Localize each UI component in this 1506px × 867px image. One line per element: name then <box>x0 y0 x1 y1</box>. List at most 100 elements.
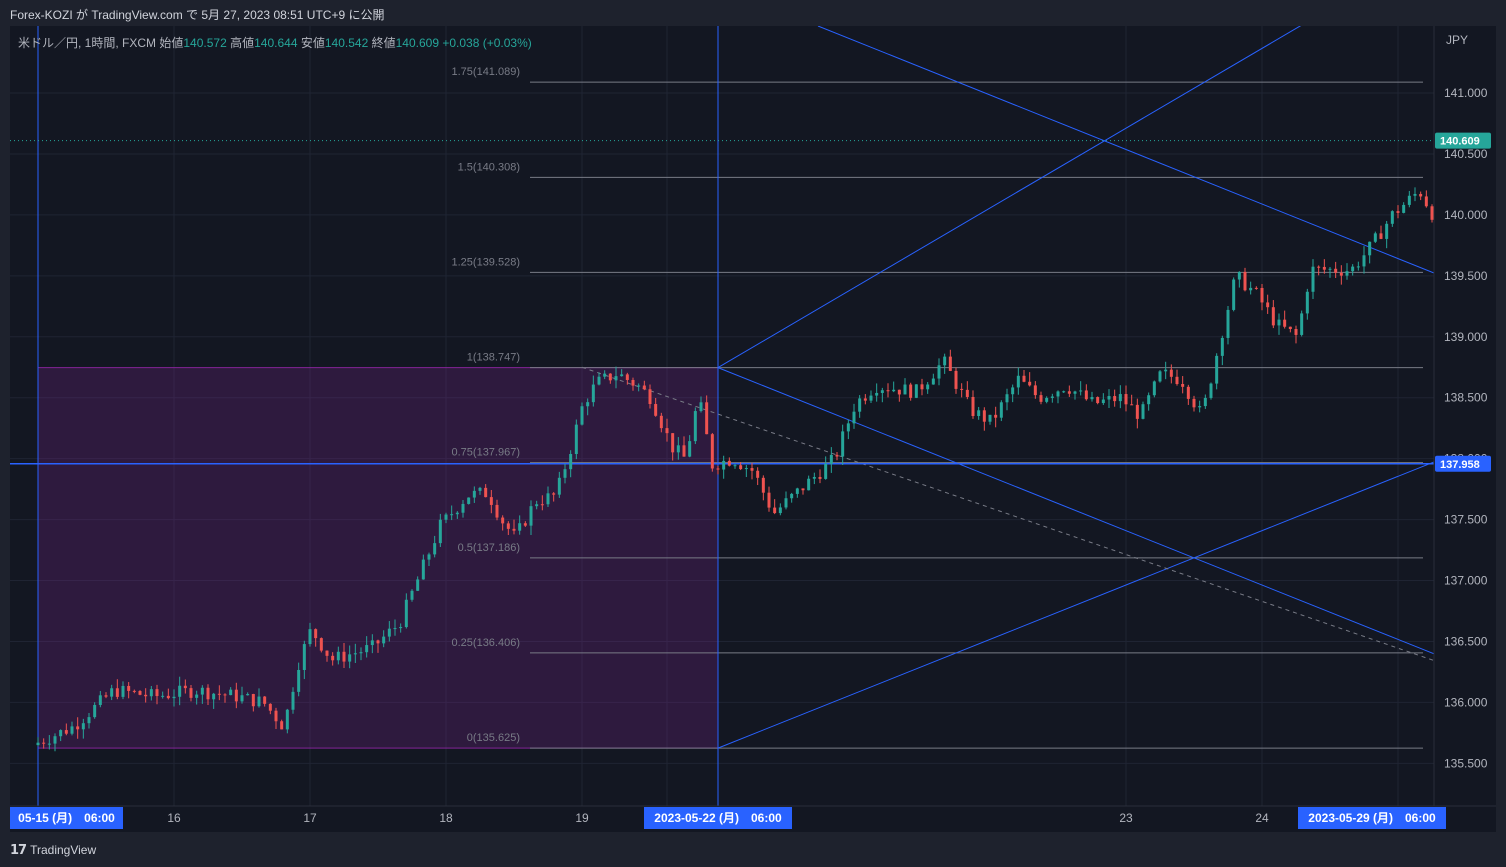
candle-body[interactable] <box>954 370 958 389</box>
candle-body[interactable] <box>790 493 794 499</box>
candle-body[interactable] <box>370 640 374 646</box>
candle-body[interactable] <box>988 414 992 422</box>
candle-body[interactable] <box>835 454 839 457</box>
candle-body[interactable] <box>212 693 216 700</box>
candle-body[interactable] <box>688 441 692 457</box>
candle-body[interactable] <box>1424 196 1428 207</box>
candle-body[interactable] <box>642 385 646 390</box>
candle-body[interactable] <box>1356 266 1360 268</box>
candle-body[interactable] <box>705 402 709 435</box>
candle-body[interactable] <box>631 379 635 386</box>
candle-body[interactable] <box>1022 375 1026 382</box>
candle-body[interactable] <box>1016 375 1020 388</box>
candle-body[interactable] <box>280 721 284 730</box>
candle-body[interactable] <box>733 465 737 467</box>
candle-body[interactable] <box>87 717 91 724</box>
candle-body[interactable] <box>603 373 607 377</box>
candle-body[interactable] <box>138 691 142 695</box>
candle-body[interactable] <box>931 378 935 385</box>
candle-body[interactable] <box>1266 302 1270 308</box>
candle-body[interactable] <box>880 390 884 393</box>
chart-svg[interactable]: 0(135.625) 0.25(136.406) 0.5(137.186) 0.75(… <box>10 26 1496 832</box>
candle-body[interactable] <box>1073 391 1077 394</box>
candle-body[interactable] <box>1232 279 1236 310</box>
candle-body[interactable] <box>308 629 312 645</box>
candle-body[interactable] <box>608 373 612 381</box>
candle-body[interactable] <box>620 374 624 377</box>
candle-body[interactable] <box>1050 396 1054 398</box>
candle-body[interactable] <box>484 487 488 498</box>
price-axis[interactable] <box>1434 26 1496 806</box>
candle-body[interactable] <box>994 414 998 418</box>
candle-body[interactable] <box>892 389 896 392</box>
candle-body[interactable] <box>1419 193 1423 197</box>
candle-body[interactable] <box>693 411 697 442</box>
candle-body[interactable] <box>1300 313 1304 335</box>
candle-body[interactable] <box>127 685 131 691</box>
candle-body[interactable] <box>47 743 51 745</box>
candle-body[interactable] <box>444 514 448 520</box>
candle-body[interactable] <box>1345 271 1349 276</box>
candle-body[interactable] <box>1198 406 1202 408</box>
candle-body[interactable] <box>1056 391 1060 397</box>
candle-body[interactable] <box>467 497 471 504</box>
candle-body[interactable] <box>682 445 686 457</box>
candle-body[interactable] <box>348 654 352 662</box>
candle-body[interactable] <box>285 709 289 730</box>
candle-body[interactable] <box>166 695 170 699</box>
candle-body[interactable] <box>336 651 340 661</box>
candle-body[interactable] <box>1090 397 1094 400</box>
candle-body[interactable] <box>1152 381 1156 396</box>
candle-body[interactable] <box>1158 371 1162 382</box>
candle-body[interactable] <box>982 410 986 422</box>
candle-body[interactable] <box>1045 397 1049 402</box>
candle-body[interactable] <box>999 402 1003 418</box>
candle-body[interactable] <box>557 477 561 495</box>
candle-body[interactable] <box>478 487 482 491</box>
candle-body[interactable] <box>229 689 233 696</box>
candle-body[interactable] <box>761 477 765 493</box>
candle-body[interactable] <box>841 431 845 457</box>
candle-body[interactable] <box>172 696 176 699</box>
candle-body[interactable] <box>1237 271 1241 280</box>
candle-body[interactable] <box>404 599 408 628</box>
candle-body[interactable] <box>240 695 244 702</box>
candle-body[interactable] <box>597 376 601 385</box>
candle-body[interactable] <box>914 384 918 398</box>
candle-body[interactable] <box>1186 386 1190 399</box>
candle-body[interactable] <box>161 695 165 697</box>
candle-body[interactable] <box>1407 195 1411 205</box>
candle-body[interactable] <box>801 488 805 491</box>
candle-body[interactable] <box>42 742 46 744</box>
candle-body[interactable] <box>234 689 238 702</box>
candle-body[interactable] <box>943 356 947 366</box>
pattern-line[interactable] <box>717 26 1496 369</box>
candle-body[interactable] <box>637 385 641 387</box>
candle-body[interactable] <box>1288 326 1292 329</box>
candle-body[interactable] <box>206 687 210 700</box>
candle-body[interactable] <box>1317 266 1321 268</box>
candle-body[interactable] <box>110 688 114 697</box>
candle-body[interactable] <box>1283 319 1287 327</box>
candle-body[interactable] <box>512 528 516 531</box>
candle-body[interactable] <box>546 493 550 505</box>
candle-body[interactable] <box>903 384 907 395</box>
candle-body[interactable] <box>1260 287 1264 303</box>
candle-body[interactable] <box>1033 385 1037 396</box>
candle-body[interactable] <box>971 396 975 417</box>
candle-body[interactable] <box>331 655 335 661</box>
chart-area[interactable]: 0(135.625) 0.25(136.406) 0.5(137.186) 0.75(… <box>10 26 1496 832</box>
candle-body[interactable] <box>727 460 731 466</box>
candle-body[interactable] <box>342 651 346 662</box>
candle-body[interactable] <box>433 543 437 555</box>
candle-body[interactable] <box>257 696 261 707</box>
candle-body[interactable] <box>365 645 369 653</box>
candle-body[interactable] <box>948 356 952 371</box>
candle-body[interactable] <box>1334 268 1338 273</box>
candle-body[interactable] <box>36 742 40 746</box>
candle-body[interactable] <box>897 389 901 395</box>
candle-body[interactable] <box>1169 369 1173 377</box>
candle-body[interactable] <box>1220 337 1224 356</box>
candle-body[interactable] <box>710 434 714 469</box>
candle-body[interactable] <box>59 730 63 737</box>
